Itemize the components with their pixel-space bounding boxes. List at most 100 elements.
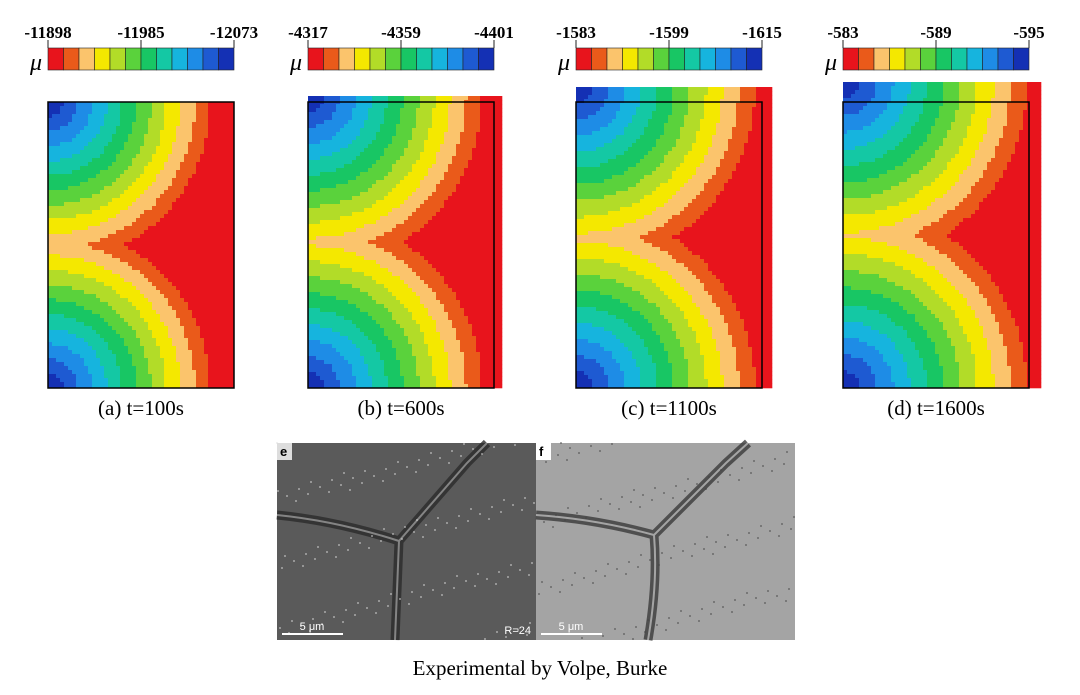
contour-band [196,162,235,167]
contour-band [927,382,944,387]
contour-field [48,102,235,389]
contour-band [576,315,617,320]
contour-band [843,386,860,389]
contour-band [971,278,992,283]
contour-band [995,186,1042,191]
speckle [340,484,342,486]
contour-band [660,267,689,272]
contour-band [608,311,641,316]
contour-band [448,168,465,173]
contour-band [987,130,1004,135]
contour-band [436,376,449,381]
contour-band [712,139,729,144]
contour-band [576,323,593,328]
contour-band [736,163,773,168]
contour-band [843,370,848,375]
colorbar-swatch [699,47,716,71]
colorbar-symbol: μ [557,50,570,76]
contour-band [64,382,77,387]
contour-band [656,187,681,192]
contour-band [919,210,948,215]
contour-band [84,306,113,311]
contour-band [92,246,129,251]
contour-band [907,158,932,163]
contour-band [112,306,137,311]
contour-band [308,344,333,349]
contour-band [576,195,605,200]
contour-band [148,162,165,167]
speckle [578,452,580,454]
contour-band [935,350,956,355]
speckle [293,560,295,562]
speckle [665,629,667,631]
contour-band [420,156,437,161]
contour-band [308,312,337,317]
contour-band [120,314,141,319]
contour-band [184,154,201,159]
contour-band [376,220,405,225]
contour-band [388,268,413,273]
speckle [495,583,497,585]
contour-band [144,350,161,355]
contour-band [180,362,193,367]
contour-band [196,106,209,111]
contour-band [704,95,725,100]
contour-band [736,107,753,112]
contour-band [704,115,721,120]
speckle [521,509,523,511]
contour-band [308,352,341,357]
contour-band [628,187,657,192]
contour-band [919,298,944,303]
speckle [640,554,642,556]
contour-band [460,344,477,349]
contour-band [1019,138,1042,143]
contour-band [995,154,1012,159]
contour-band [384,332,405,337]
contour-band [348,180,377,185]
contour-band [100,170,125,175]
contour-band [420,276,445,281]
colorbar-tick-label: -1583 [556,23,596,42]
contour-band [156,146,173,151]
speckle [385,468,387,470]
contour-band [923,366,944,371]
contour-band [628,303,657,308]
contour-band [124,146,141,151]
contour-band [420,328,437,333]
speckle [635,626,637,628]
speckle [656,624,658,626]
speckle [361,482,363,484]
colorbar-swatch [400,47,417,71]
contour-band [736,103,757,108]
contour-band [592,131,625,136]
contour-band [100,298,129,303]
contour-band [368,364,385,369]
contour-band [112,198,137,203]
contour-band [891,86,912,91]
contour-band [708,147,729,152]
contour-band [612,119,633,124]
contour-band [843,102,868,107]
contour-band [148,322,165,327]
contour-band [915,122,936,127]
contour-band [939,354,956,359]
contour-band [899,302,924,307]
contour-band [748,339,773,344]
speckle [710,613,712,615]
contour-band [76,102,93,107]
contour-band [943,94,960,99]
contour-band [452,320,469,325]
contour-band [684,123,701,128]
scale-bar-label: 5 μm [300,621,325,633]
contour-band [935,314,956,319]
contour-band [688,291,709,296]
speckle [399,598,401,600]
contour-band [863,358,884,363]
contour-band [987,162,1008,167]
contour-band [152,334,169,339]
contour-band [436,384,453,389]
colorbar-tick-label: -589 [920,23,951,42]
contour-band [76,386,93,389]
colorbar-symbol: μ [824,50,837,76]
contour-band [1015,322,1042,327]
